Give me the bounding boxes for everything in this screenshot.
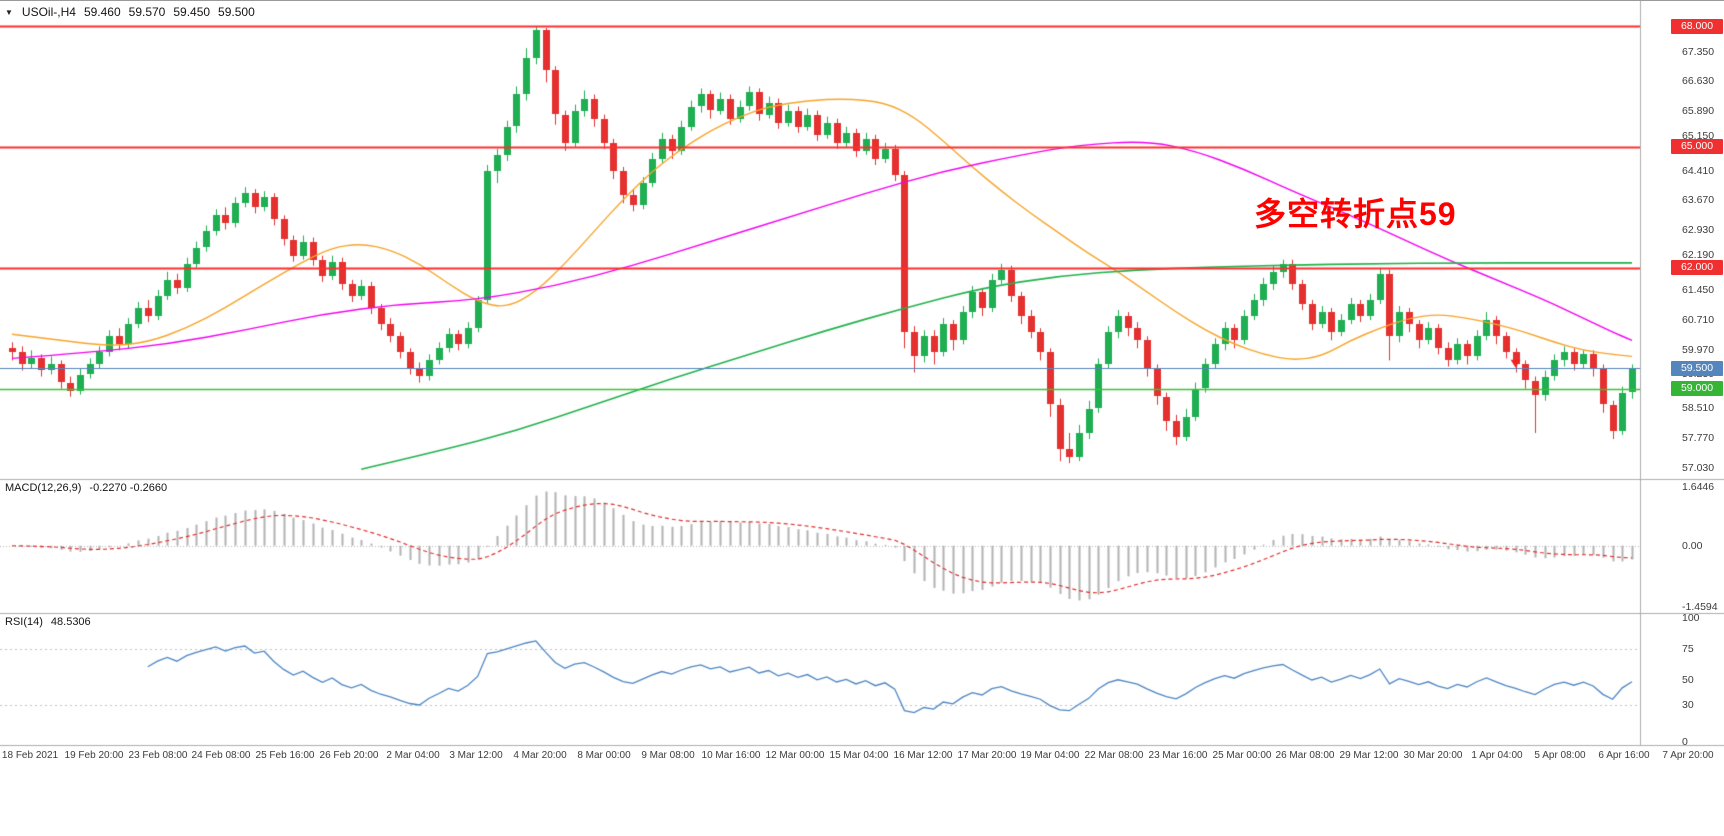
price-axis-label: 66.630	[1682, 75, 1715, 87]
date-axis-label: 18 Feb 2021	[1, 750, 59, 761]
date-axis-label: 5 Apr 08:00	[1534, 750, 1586, 761]
date-axis-label: 26 Feb 20:00	[319, 750, 379, 761]
ohlc-high-value: 59.570	[128, 5, 166, 19]
date-axis-label: 23 Mar 16:00	[1148, 750, 1208, 761]
macd-header: MACD(12,26,9) -0.2270 -0.2660	[5, 482, 167, 494]
price-axis-label: 62.190	[1682, 249, 1715, 261]
rsi-axis-label: 100	[1682, 612, 1700, 624]
date-axis-label: 6 Apr 16:00	[1598, 750, 1650, 761]
date-axis-label: 22 Mar 08:00	[1084, 750, 1144, 761]
date-axis-label: 25 Mar 00:00	[1212, 750, 1272, 761]
rsi-header: RSI(14) 48.5306	[5, 616, 91, 628]
price-axis-label: 57.030	[1682, 462, 1715, 474]
price-scale[interactable]: 67.350 66.630 65.890 65.150 64.410 63.670 62.9…	[1640, 1, 1724, 748]
price-badge-59.500: 59.500	[1671, 361, 1723, 376]
date-axis[interactable]: 18 Feb 2021 19 Feb 20:00 23 Feb 08:00 24 Fe…	[0, 746, 1724, 770]
ohlc-open-value: 59.460	[83, 5, 121, 19]
rsi-axis-label: 0	[1682, 736, 1688, 748]
rsi-value-label: 48.5306	[50, 616, 91, 628]
date-axis-label: 4 Mar 20:00	[513, 750, 567, 761]
date-axis-label: 15 Mar 04:00	[829, 750, 889, 761]
date-axis-label: 24 Feb 08:00	[191, 750, 251, 761]
collapse-chart-icon[interactable]: ▼	[5, 7, 13, 17]
price-axis-label: 62.930	[1682, 224, 1715, 236]
date-axis-label: 25 Feb 16:00	[255, 750, 315, 761]
date-axis-label: 7 Apr 20:00	[1662, 750, 1714, 761]
date-axis-label: 23 Feb 08:00	[128, 750, 188, 761]
date-axis-label: 16 Mar 12:00	[893, 750, 953, 761]
price-axis-label: 67.350	[1682, 46, 1715, 58]
date-axis-label: 17 Mar 20:00	[957, 750, 1017, 761]
date-axis-label: 12 Mar 00:00	[765, 750, 825, 761]
rsi-axis-label: 50	[1682, 674, 1694, 686]
price-axis-label: 58.510	[1682, 402, 1715, 414]
price-badge-62.000: 62.000	[1671, 260, 1723, 275]
price-badge-68.000: 68.000	[1671, 19, 1723, 34]
price-axis-label: 61.450	[1682, 284, 1715, 296]
ohlc-low-value: 59.450	[173, 5, 211, 19]
date-axis-label: 30 Mar 20:00	[1403, 750, 1463, 761]
date-axis-label: 2 Mar 04:00	[386, 750, 440, 761]
chart-annotation-text[interactable]: 多空转折点59	[1254, 196, 1457, 232]
rsi-title-label: RSI(14)	[5, 616, 43, 628]
symbol-timeframe-label: USOil-,H4	[21, 5, 76, 19]
rsi-axis-label: 75	[1682, 643, 1694, 655]
date-axis-label: 3 Mar 12:00	[449, 750, 503, 761]
rsi-axis-label: 30	[1682, 699, 1694, 711]
price-axis-label: 60.710	[1682, 314, 1715, 326]
macd-title-label: MACD(12,26,9)	[5, 482, 82, 494]
macd-axis-label: 1.6446	[1682, 481, 1715, 493]
price-axis-label: 65.890	[1682, 105, 1715, 117]
date-axis-label: 10 Mar 16:00	[701, 750, 761, 761]
date-axis-label: 1 Apr 04:00	[1471, 750, 1523, 761]
chart-header: ▼ USOil-,H4 59.460 59.570 59.450 59.500	[5, 5, 255, 19]
macd-axis-label: 0.00	[1682, 540, 1703, 552]
date-axis-label: 19 Mar 04:00	[1020, 750, 1080, 761]
date-axis-label: 29 Mar 12:00	[1339, 750, 1399, 761]
date-axis-label: 26 Mar 08:00	[1275, 750, 1335, 761]
date-axis-label: 8 Mar 00:00	[577, 750, 631, 761]
macd-axis-label: -1.4594	[1682, 601, 1718, 613]
price-badge-59.000: 59.000	[1671, 381, 1723, 396]
macd-values-label: -0.2270 -0.2660	[89, 482, 168, 494]
ohlc-close-value: 59.500	[218, 5, 255, 19]
price-badge-65.000: 65.000	[1671, 139, 1723, 154]
price-axis-label: 57.770	[1682, 432, 1715, 444]
date-axis-label: 9 Mar 08:00	[641, 750, 695, 761]
price-axis-label: 63.670	[1682, 194, 1715, 206]
price-axis-label: 64.410	[1682, 165, 1715, 177]
date-axis-label: 19 Feb 20:00	[64, 750, 124, 761]
price-axis-label: 59.970	[1682, 344, 1715, 356]
